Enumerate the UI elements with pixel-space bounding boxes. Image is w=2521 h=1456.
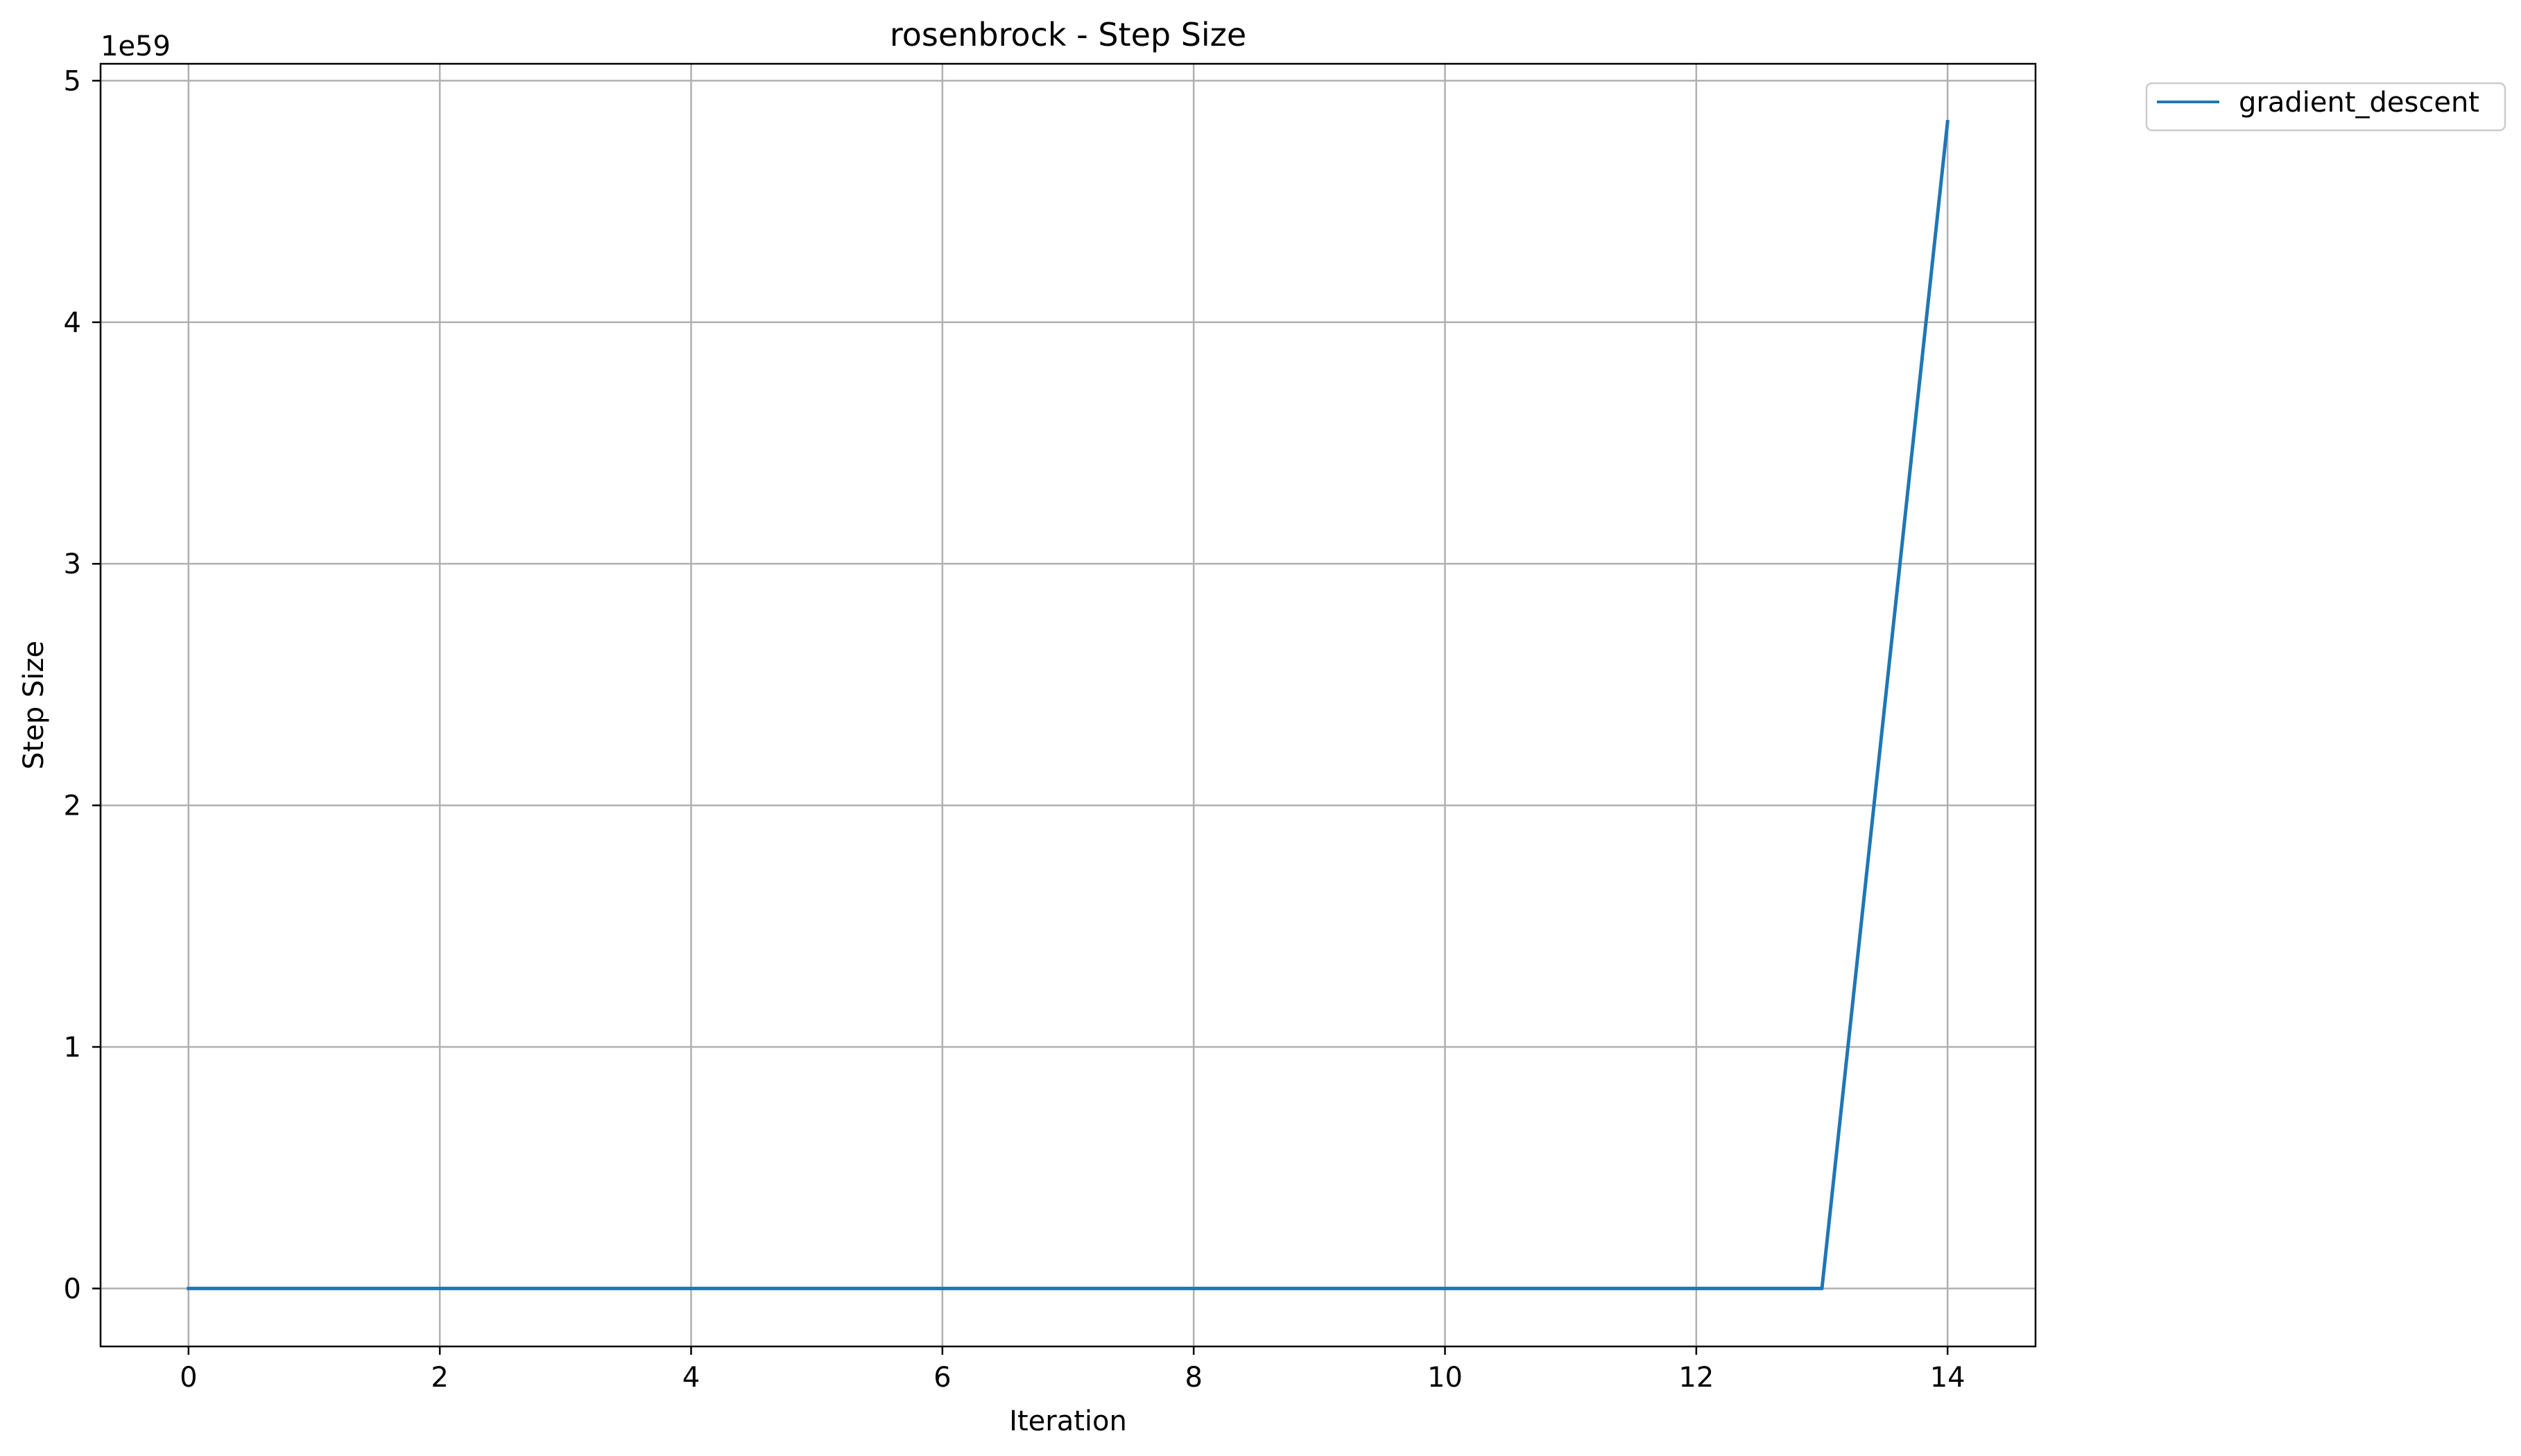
y-tick-label-3: 3 [64, 548, 81, 580]
y-tick-label-2: 2 [64, 790, 81, 822]
y-tick-label-4: 4 [64, 307, 81, 339]
grid-lines [101, 64, 2036, 1346]
x-tick-label-3: 6 [933, 1362, 951, 1394]
legend-frame [2145, 82, 2506, 132]
plot-area-frame [99, 62, 2037, 1348]
y-tick-label-0: 0 [64, 1273, 81, 1305]
x-tick-label-4: 8 [1185, 1362, 1202, 1394]
y-axis-label: Step Size [18, 641, 50, 770]
x-axis-ticks: 0 2 4 6 8 10 12 14 [180, 1346, 1965, 1394]
legend-series-label: gradient_descent [2239, 87, 2479, 119]
series-line-gradient_descent [187, 119, 1950, 1290]
x-tick-label-2: 4 [682, 1362, 700, 1394]
x-tick-label-0: 0 [180, 1362, 197, 1394]
x-tick-label-1: 2 [431, 1362, 448, 1394]
y-tick-label-5: 5 [64, 65, 81, 97]
x-axis-label: Iteration [1009, 1405, 1127, 1437]
y-axis-ticks: 0 1 2 3 4 5 [64, 65, 101, 1305]
x-tick-label-6: 12 [1678, 1362, 1714, 1394]
chart-title: rosenbrock - Step Size [890, 16, 1246, 53]
x-tick-label-5: 10 [1427, 1362, 1463, 1394]
x-tick-label-7: 14 [1930, 1362, 1965, 1394]
y-axis-offset-label: 1e59 [101, 31, 171, 62]
legend: gradient_descent [2145, 82, 2506, 132]
series-layer [187, 119, 1950, 1290]
y-tick-label-1: 1 [64, 1032, 81, 1064]
